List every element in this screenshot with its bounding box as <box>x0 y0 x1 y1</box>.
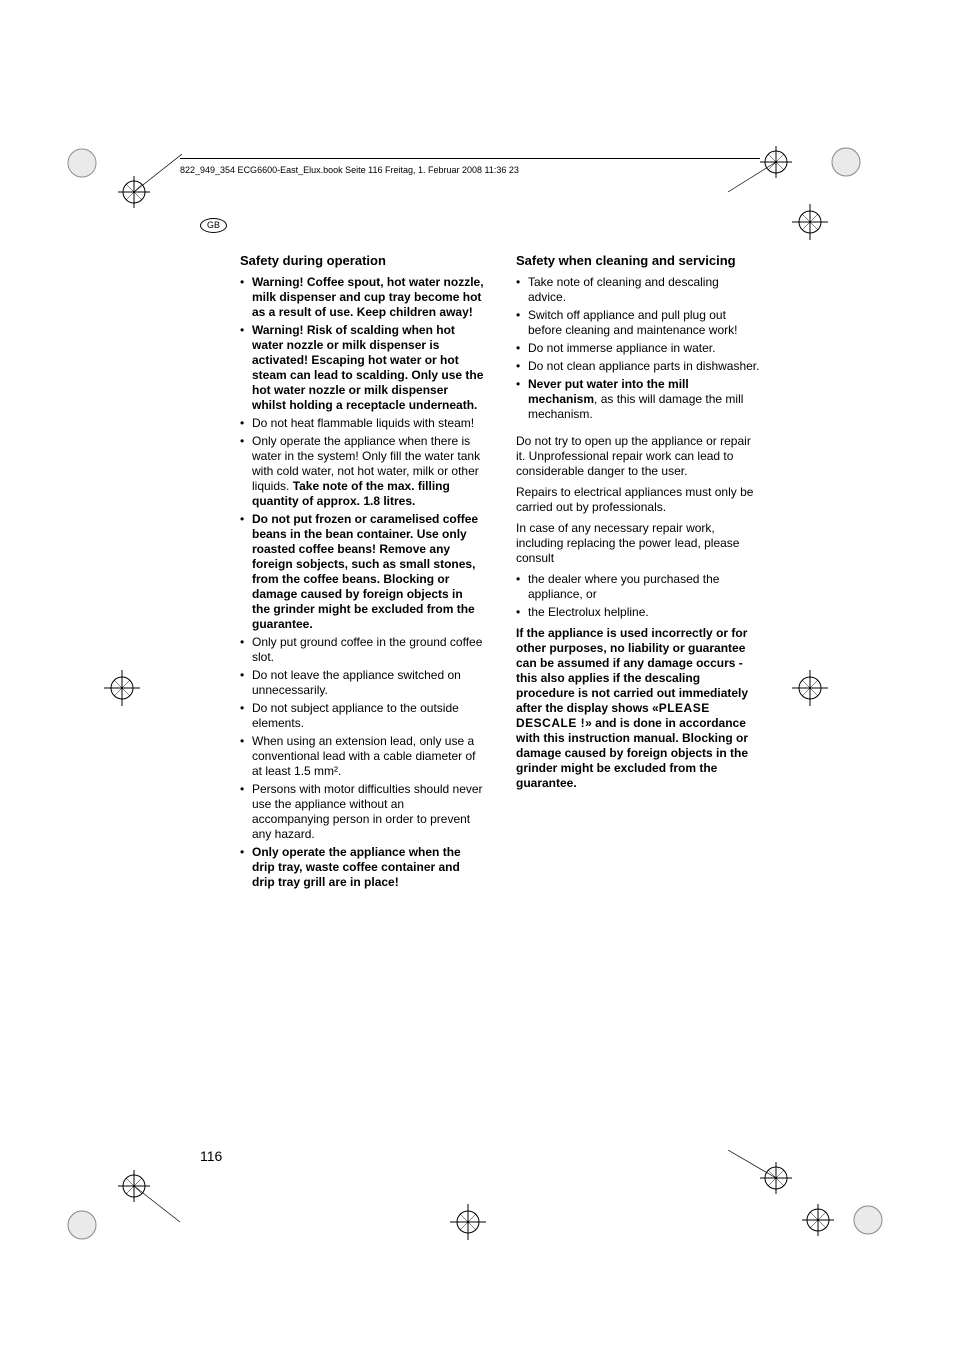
paragraph: Repairs to electrical appliances must on… <box>516 485 760 515</box>
list-item: the dealer where you purchased the appli… <box>516 572 760 602</box>
list-item: Warning! Coffee spout, hot water nozzle,… <box>240 275 484 320</box>
header-rule <box>180 158 760 159</box>
registration-mark-icon <box>728 1150 888 1250</box>
list-item: Do not heat flammable liquids with steam… <box>240 416 484 431</box>
header-text: 822_949_354 ECG6600-East_Elux.book Seite… <box>180 165 519 175</box>
list-item: When using an extension lead, only use a… <box>240 734 484 779</box>
left-heading: Safety during operation <box>240 253 484 269</box>
list-item: Do not subject appliance to the outside … <box>240 701 484 731</box>
right-heading: Safety when cleaning and servicing <box>516 253 760 269</box>
registration-mark-icon <box>62 120 182 220</box>
registration-mark-icon <box>728 120 888 200</box>
list-item: Do not immerse appliance in water. <box>516 341 760 356</box>
right-column: Safety when cleaning and servicing Take … <box>516 253 760 896</box>
list-item: Never put water into the mill mechanism,… <box>516 377 760 422</box>
list-item: Do not clean appliance parts in dishwash… <box>516 359 760 374</box>
right-bullet-list: Take note of cleaning and descaling advi… <box>516 275 760 422</box>
paragraph: Do not try to open up the appliance or r… <box>516 434 760 479</box>
registration-mark-icon <box>62 1140 182 1260</box>
list-item: Persons with motor difficulties should n… <box>240 782 484 842</box>
list-item: the Electrolux helpline. <box>516 605 760 620</box>
left-bullet-list: Warning! Coffee spout, hot water nozzle,… <box>240 275 484 890</box>
language-badge: GB <box>200 218 227 233</box>
registration-mark-icon <box>780 658 840 718</box>
list-item: Do not leave the appliance switched on u… <box>240 668 484 698</box>
sub-bullet-list: the dealer where you purchased the appli… <box>516 572 760 620</box>
list-item: Warning! Risk of scalding when hot water… <box>240 323 484 413</box>
list-item: Take note of cleaning and descaling advi… <box>516 275 760 305</box>
paragraph: In case of any necessary repair work, in… <box>516 521 760 566</box>
paragraph-block: Do not try to open up the appliance or r… <box>516 434 760 566</box>
left-column: Safety during operation Warning! Coffee … <box>240 253 484 896</box>
list-item: Do not put frozen or caramelised coffee … <box>240 512 484 632</box>
content: Safety during operation Warning! Coffee … <box>240 253 760 896</box>
list-item: Only operate the appliance when the drip… <box>240 845 484 890</box>
registration-mark-icon <box>92 658 152 718</box>
page-number: 116 <box>200 1148 222 1164</box>
list-item: Only put ground coffee in the ground cof… <box>240 635 484 665</box>
registration-mark-icon <box>438 1192 498 1252</box>
list-item: Switch off appliance and pull plug out b… <box>516 308 760 338</box>
final-warning: If the appliance is used incorrectly or … <box>516 626 760 791</box>
registration-mark-icon <box>780 192 840 252</box>
list-item: Only operate the appliance when there is… <box>240 434 484 509</box>
